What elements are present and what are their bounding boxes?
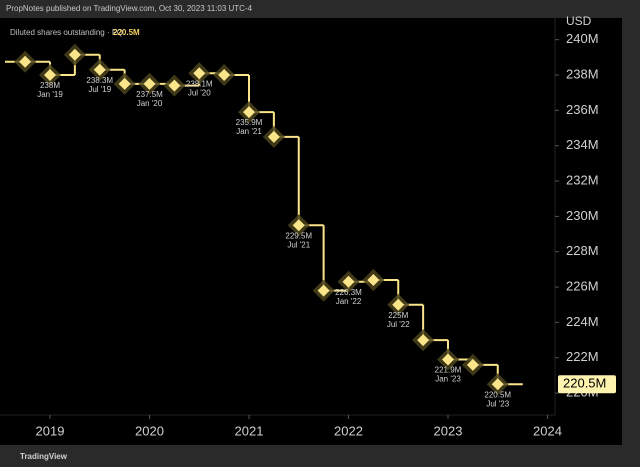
- marker: [417, 334, 430, 347]
- value-label: 238.3M: [86, 76, 113, 85]
- last-value-box: [558, 375, 616, 394]
- date-label: Jan '22: [336, 297, 362, 306]
- date-label: Jul '19: [88, 85, 111, 94]
- y-tick-label: 222M: [566, 349, 599, 364]
- value-label: 221.9M: [435, 366, 462, 375]
- chart-area: [0, 18, 622, 445]
- date-label: Jan '19: [37, 90, 63, 99]
- marker: [491, 378, 504, 391]
- x-tick-label: 2023: [434, 423, 463, 438]
- marker: [442, 353, 454, 366]
- value-label: 220.5M: [484, 390, 511, 399]
- marker: [193, 67, 206, 80]
- value-label: 235.9M: [236, 118, 263, 127]
- value-label: 225M: [388, 311, 408, 320]
- marker: [168, 79, 181, 92]
- value-label: 238M: [40, 81, 60, 90]
- marker: [44, 69, 56, 82]
- last-value-label: 220.5M: [563, 376, 606, 391]
- header: PropNotes published on TradingView.com, …: [6, 4, 253, 13]
- marker: [367, 274, 380, 286]
- date-label: Jul '22: [387, 320, 410, 329]
- marker: [267, 130, 280, 143]
- y-tick-label: 236M: [566, 102, 599, 117]
- marker: [317, 284, 330, 297]
- marker: [466, 358, 479, 371]
- marker: [118, 77, 131, 90]
- y-tick-label: 226M: [566, 279, 599, 294]
- x-tick-label: 2020: [135, 423, 164, 438]
- currency: USD: [566, 14, 592, 28]
- y-tick-label: 228M: [566, 243, 599, 258]
- x-tick-label: 2019: [36, 423, 65, 438]
- date-label: Jul '20: [188, 88, 211, 97]
- date-label: Jul '21: [287, 240, 310, 249]
- date-label: Jan '23: [435, 375, 461, 384]
- date-label: Jan '20: [137, 99, 163, 108]
- marker: [392, 298, 405, 311]
- value-label: 226.3M: [335, 288, 362, 297]
- value-label: 229.5M: [285, 231, 312, 240]
- x-tick-label: 2021: [235, 423, 264, 438]
- y-tick-label: 238M: [566, 66, 599, 81]
- y-tick-label: 240M: [566, 31, 599, 46]
- y-tick-label: 232M: [566, 172, 599, 187]
- marker: [342, 275, 355, 288]
- y-tick-label: 224M: [566, 314, 599, 329]
- marker: [19, 55, 32, 68]
- marker: [243, 106, 255, 119]
- value-label: 238.1M: [186, 79, 213, 88]
- marker: [292, 219, 305, 232]
- value-label: 237.5M: [136, 90, 163, 99]
- legend-value: 220.5M: [113, 28, 140, 37]
- marker: [143, 77, 156, 90]
- marker: [93, 63, 106, 76]
- date-label: Jan '21: [236, 127, 262, 136]
- marker: [218, 69, 231, 82]
- x-tick-label: 2024: [533, 423, 562, 438]
- footer-logo: TradingView: [20, 452, 68, 461]
- y-tick-label: 230M: [566, 208, 599, 223]
- marker: [68, 48, 81, 61]
- y-tick-label: 234M: [566, 137, 599, 152]
- legend-title: Diluted shares outstanding · FQ: [10, 28, 123, 37]
- x-tick-label: 2022: [334, 423, 363, 438]
- date-label: Jul '23: [486, 399, 509, 408]
